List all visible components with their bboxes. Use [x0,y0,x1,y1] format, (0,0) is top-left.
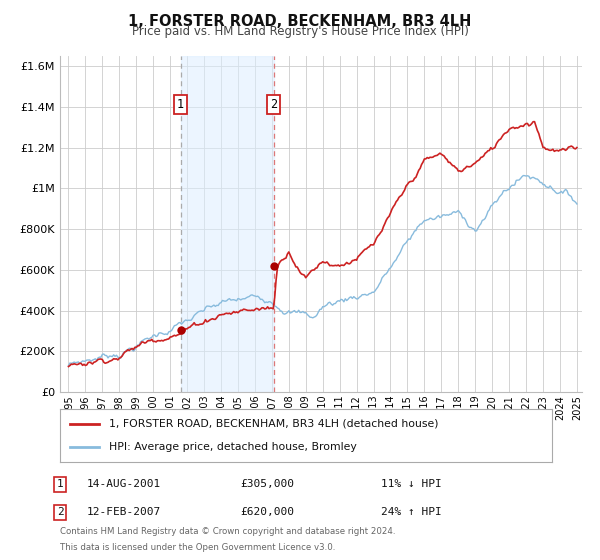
Text: 2: 2 [56,507,64,517]
Text: This data is licensed under the Open Government Licence v3.0.: This data is licensed under the Open Gov… [60,543,335,552]
Text: 11% ↓ HPI: 11% ↓ HPI [381,479,442,489]
Text: 12-FEB-2007: 12-FEB-2007 [87,507,161,517]
Text: £620,000: £620,000 [240,507,294,517]
Text: Contains HM Land Registry data © Crown copyright and database right 2024.: Contains HM Land Registry data © Crown c… [60,528,395,536]
Text: Price paid vs. HM Land Registry's House Price Index (HPI): Price paid vs. HM Land Registry's House … [131,25,469,38]
Text: 2: 2 [271,98,277,111]
Text: £305,000: £305,000 [240,479,294,489]
Text: HPI: Average price, detached house, Bromley: HPI: Average price, detached house, Brom… [109,442,357,452]
Text: 1, FORSTER ROAD, BECKENHAM, BR3 4LH: 1, FORSTER ROAD, BECKENHAM, BR3 4LH [128,14,472,29]
Text: 1: 1 [56,479,64,489]
Bar [181,56,274,392]
Text: 24% ↑ HPI: 24% ↑ HPI [381,507,442,517]
Text: 14-AUG-2001: 14-AUG-2001 [87,479,161,489]
Text: 1: 1 [177,98,184,111]
Text: 1, FORSTER ROAD, BECKENHAM, BR3 4LH (detached house): 1, FORSTER ROAD, BECKENHAM, BR3 4LH (det… [109,419,439,429]
